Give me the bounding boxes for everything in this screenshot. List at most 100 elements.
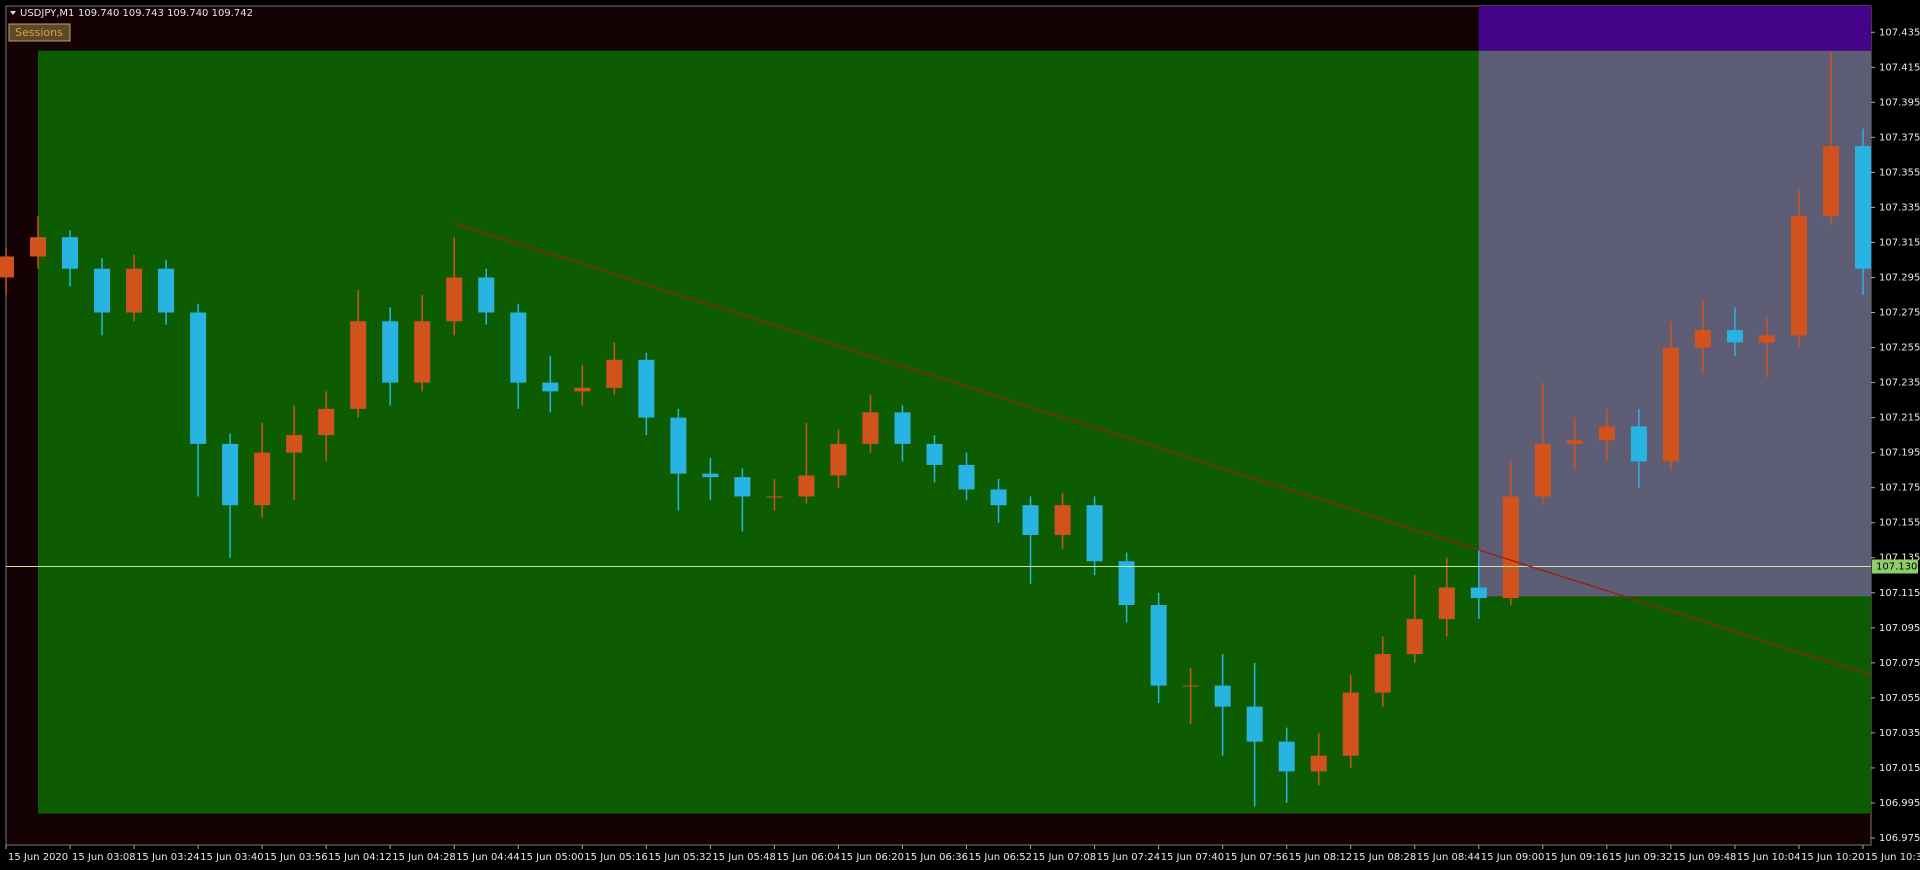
candle-body xyxy=(1694,330,1711,348)
price-line-tag xyxy=(1872,559,1918,574)
candle-body xyxy=(574,387,591,392)
candles-layer xyxy=(0,51,1871,807)
candle-body xyxy=(1662,347,1679,462)
quote-label: 109.740 109.743 109.740 109.742 xyxy=(78,8,253,19)
x-tick-label: 15 Jun 06:20 xyxy=(840,852,904,863)
candle-body xyxy=(766,496,783,498)
x-tick-label: 15 Jun 03:40 xyxy=(200,852,264,863)
y-tick-label: 107.115 xyxy=(1879,588,1920,599)
candle-body xyxy=(990,489,1007,506)
session-box xyxy=(1478,50,1871,597)
collapse-icon[interactable] xyxy=(10,11,16,15)
candle-body xyxy=(126,268,143,313)
x-tick-label: 15 Jun 04:12 xyxy=(328,852,392,863)
y-tick-label: 106.975 xyxy=(1879,833,1920,844)
candle-body xyxy=(1566,440,1583,444)
candle-body xyxy=(1502,496,1519,599)
trend-line xyxy=(454,222,1872,676)
y-tick-label: 107.395 xyxy=(1879,97,1920,108)
x-tick-label: 15 Jun 09:16 xyxy=(1545,852,1609,863)
x-tick-label: 15 Jun 08:28 xyxy=(1353,852,1417,863)
y-tick-label: 107.415 xyxy=(1879,62,1920,73)
x-tick-label: 15 Jun 09:32 xyxy=(1609,852,1673,863)
candle-body xyxy=(158,268,175,313)
x-tick-label: 15 Jun 05:32 xyxy=(648,852,712,863)
candle-body xyxy=(1726,330,1743,343)
y-tick-label: 107.035 xyxy=(1879,728,1920,739)
y-tick-label: 107.355 xyxy=(1879,167,1920,178)
candle-body xyxy=(62,237,79,269)
candle-body xyxy=(446,277,463,322)
y-tick-label: 107.155 xyxy=(1879,518,1920,529)
candle-body xyxy=(894,412,911,444)
x-tick-label: 15 Jun 10:36 xyxy=(1865,852,1920,863)
candle-body xyxy=(638,359,655,418)
price-line-label: 107.130 xyxy=(1876,562,1917,573)
x-tick-label: 15 Jun 06:52 xyxy=(969,852,1033,863)
candle-body xyxy=(1470,587,1487,599)
candle-body xyxy=(1534,443,1551,497)
x-tick-label: 15 Jun 09:48 xyxy=(1673,852,1737,863)
y-tick-label: 107.215 xyxy=(1879,413,1920,424)
candle-body xyxy=(1342,692,1359,756)
candle-body xyxy=(830,443,847,476)
y-tick-label: 107.335 xyxy=(1879,202,1920,213)
candle-body xyxy=(1374,654,1391,693)
candle-body xyxy=(926,443,943,465)
candle-body xyxy=(1022,505,1039,535)
y-tick-label: 107.055 xyxy=(1879,693,1920,704)
x-tick-label: 15 Jun 06:04 xyxy=(776,852,840,863)
x-tick-label: 15 Jun 10:04 xyxy=(1737,852,1801,863)
candle-body xyxy=(254,452,271,506)
candle-body xyxy=(382,321,399,383)
y-tick-label: 107.015 xyxy=(1879,763,1920,774)
x-tick-label: 15 Jun 05:48 xyxy=(712,852,776,863)
candle-body xyxy=(1790,216,1807,336)
x-tick-label: 15 Jun 03:08 xyxy=(72,852,136,863)
candle-body xyxy=(1118,561,1135,606)
candle-body xyxy=(478,277,495,313)
candle-body xyxy=(1310,755,1327,772)
candle-body xyxy=(222,443,239,506)
x-tick-label: 15 Jun 07:40 xyxy=(1161,852,1225,863)
y-tick-label: 107.435 xyxy=(1879,27,1920,38)
x-tick-label: 15 Jun 03:24 xyxy=(136,852,200,863)
x-tick-label: 15 Jun 04:44 xyxy=(456,852,520,863)
candle-body xyxy=(1246,706,1263,742)
candle-body xyxy=(542,382,559,392)
y-tick-label: 107.195 xyxy=(1879,448,1920,459)
candle-body xyxy=(1182,685,1199,687)
candle-body xyxy=(414,321,431,383)
candle-body xyxy=(670,417,687,474)
x-tick-label: 15 Jun 06:36 xyxy=(904,852,968,863)
y-tick-label: 107.175 xyxy=(1879,483,1920,494)
symbol-label: USDJPY,M1 xyxy=(20,8,74,19)
x-tick-label: 15 Jun 05:00 xyxy=(520,852,584,863)
sessions-button-label[interactable]: Sessions xyxy=(15,26,63,39)
session-box xyxy=(1478,6,1871,51)
candle-body xyxy=(1054,505,1071,535)
overlay-layer: 107.130 xyxy=(6,222,1918,676)
axes-layer: 107.435 107.415 107.395 107.375 107.355 107.3… xyxy=(5,27,1920,863)
candle-body xyxy=(94,268,111,313)
sessions-button[interactable] xyxy=(8,23,71,42)
x-tick-label: 15 Jun 05:16 xyxy=(584,852,648,863)
candle-body xyxy=(1086,505,1103,562)
candle-body xyxy=(1854,146,1871,269)
y-tick-label: 107.375 xyxy=(1879,132,1920,143)
candle-body xyxy=(1150,605,1167,686)
y-tick-label: 107.095 xyxy=(1879,623,1920,634)
sessions-layer xyxy=(38,6,1871,814)
candle-body xyxy=(1214,685,1231,707)
x-tick-label: 15 Jun 08:12 xyxy=(1289,852,1353,863)
candle-body xyxy=(606,359,623,388)
candle-body xyxy=(734,477,751,497)
y-tick-label: 107.235 xyxy=(1879,378,1920,389)
y-tick-label: 107.135 xyxy=(1879,553,1920,564)
candle-body xyxy=(350,321,367,409)
candle-body xyxy=(0,256,15,278)
y-tick-label: 107.255 xyxy=(1879,343,1920,354)
candle-body xyxy=(862,412,879,444)
